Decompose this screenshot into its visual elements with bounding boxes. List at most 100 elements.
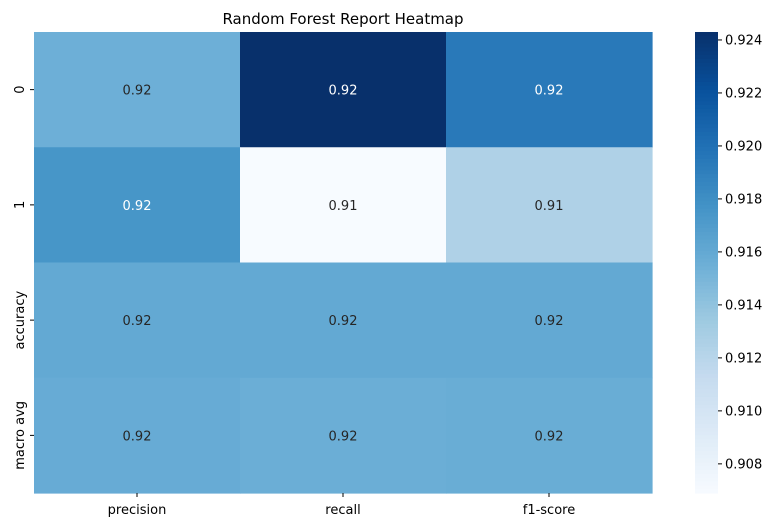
colorbar-gradient-step [695,189,718,194]
colorbar-gradient-step [695,396,718,402]
colorbar-gradient-step [695,454,718,460]
heatmap-cell [240,147,447,264]
colorbar-gradient-step [695,235,718,241]
cell-annotation: 0.92 [123,199,152,214]
colorbar-gradient-step [695,81,718,87]
colorbar-gradient-step [695,362,718,367]
colorbar-gradient-step [695,70,718,75]
colorbar-gradient-step [695,58,718,64]
cell-annotation: 0.92 [329,429,358,444]
colorbar-gradient-step [695,420,718,425]
colorbar-gradient-step [695,312,718,317]
colorbar-gradient-step [695,112,718,118]
colorbar-gradient-step [695,443,718,448]
colorbar-gradient-step [695,177,718,183]
colorbar-gradient-step [695,385,718,390]
colorbar-gradient-step [695,220,718,225]
colorbar-gradient-step [695,274,718,279]
x-tick-label: f1-score [523,503,575,518]
colorbar-gradient-step [695,151,718,156]
colorbar-gradient-step [695,231,718,237]
colorbar-gradient-step [695,66,718,72]
colorbar-gradient-step [695,193,718,198]
heatmap-cell [34,32,241,148]
y-tick-label: macro avg [13,401,28,470]
colorbar-gradient-step [695,350,718,356]
colorbar-gradient-step [695,47,718,52]
colorbar-gradient-step [695,39,718,45]
colorbar-gradient-step [695,101,718,106]
colorbar-gradient-step [695,55,718,60]
y-tick-label: 1 [13,201,28,209]
colorbar-tick-label: 0.916 [725,245,762,260]
colorbar-gradient-step [695,124,718,129]
colorbar-gradient-step [695,462,718,467]
cell-annotation: 0.92 [329,314,358,329]
colorbar-gradient-step [695,262,718,267]
colorbar-gradient-step [695,423,718,429]
colorbar-gradient-step [695,208,718,214]
colorbar-gradient-step [695,316,718,321]
colorbar-gradient-step [695,135,718,141]
cell-annotation: 0.92 [329,84,358,99]
colorbar-gradient-step [695,416,718,421]
colorbar-gradient-step [695,43,718,48]
colorbar-gradient-step [695,450,718,456]
colorbar-gradient-step [695,323,718,329]
colorbar-gradient-step [695,239,718,244]
colorbar-tick-label: 0.918 [725,192,762,207]
colorbar-gradient-step [695,162,718,168]
colorbar-gradient-step [695,293,718,298]
colorbar-gradient-step [695,131,718,137]
x-tick-label: recall [325,503,360,518]
heatmap-cell [34,377,241,494]
colorbar-gradient-step [695,400,718,406]
colorbar-gradient-step [695,446,718,452]
colorbar-gradient-step [695,381,718,387]
colorbar-gradient-step [695,108,718,114]
colorbar-gradient-step [695,297,718,302]
colorbar-gradient-step [695,277,718,283]
colorbar-gradient-step [695,201,718,206]
colorbar-tick-label: 0.910 [725,404,762,419]
heatmap-cell [446,377,653,494]
colorbar-gradient-step [695,147,718,152]
colorbar-gradient-step [695,85,718,91]
colorbar-gradient-step [695,158,718,164]
colorbar-gradient-step [695,304,718,310]
colorbar-gradient-step [695,78,718,83]
colorbar-gradient-step [695,266,718,271]
cell-annotations: 0.92 0.92 0.92 0.92 0.91 0.91 0.92 0.92 0.92 0.92… [123,84,564,445]
colorbar-tick-label: 0.922 [725,86,762,101]
colorbar-gradient-step [695,370,718,375]
colorbar-gradient-step [695,389,718,394]
colorbar: 0.908 0.910 0.912 0.914 0.916 0.918 0.920 0.922… [695,32,762,494]
colorbar-gradient-step [695,404,718,410]
heatmap-cell [240,32,447,148]
colorbar-gradient-step [695,128,718,133]
colorbar-gradient-step [695,32,718,37]
colorbar-gradient-step [695,354,718,360]
colorbar-gradient-step [695,89,718,95]
colorbar-gradient-step [695,335,718,340]
colorbar-gradient-step [695,254,718,260]
colorbar-gradient-step [695,331,718,337]
heatmap-cell [446,147,653,264]
y-tick-label: accuracy [13,290,28,349]
colorbar-gradient-step [695,358,718,363]
x-tick-label: precision [108,503,167,518]
colorbar-gradient-step [695,343,718,348]
colorbar-gradient-step [695,366,718,371]
colorbar-gradient-step [695,439,718,444]
colorbar-gradient-step [695,104,718,110]
colorbar-gradient-step [695,143,718,148]
colorbar-gradient-step [695,243,718,248]
colorbar-gradient-step [695,431,718,436]
colorbar-gradient-step [695,170,718,175]
colorbar-gradient-step [695,227,718,233]
colorbar-gradient-step [695,408,718,413]
colorbar-gradient-step [695,300,718,306]
colorbar-gradient-step [695,270,718,275]
colorbar-gradient-step [695,212,718,217]
